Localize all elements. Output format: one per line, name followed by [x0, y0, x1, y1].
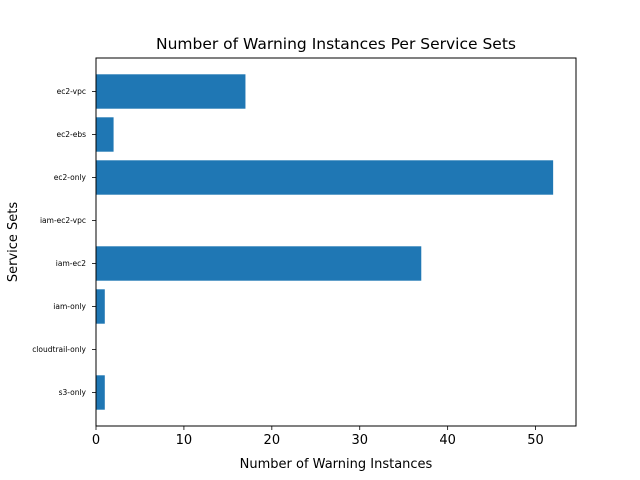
y-tick-label: ec2-only — [54, 173, 87, 182]
y-tick-label: s3-only — [59, 388, 87, 397]
x-tick-label: 0 — [92, 433, 100, 448]
y-tick-label: ec2-ebs — [57, 130, 87, 139]
plot-frame — [95, 57, 577, 427]
bar-ec2-vpc — [96, 74, 246, 109]
y-tick-label: iam-only — [53, 302, 86, 311]
y-tick-label: cloudtrail-only — [32, 345, 86, 354]
bars-group — [96, 74, 554, 410]
bar-ec2-only — [96, 160, 554, 195]
x-tick-label: 50 — [527, 433, 544, 448]
y-tick-label: iam-ec2-vpc — [40, 216, 86, 225]
x-tick-label: 40 — [439, 433, 456, 448]
bar-ec2-ebs — [96, 117, 114, 152]
bar-iam-only — [96, 289, 105, 324]
y-axis-ticks: ec2-vpc ec2-ebs ec2-only iam-ec2-vpc iam-ec2… — [32, 87, 96, 397]
x-axis-ticks: 0 10 20 30 40 50 — [92, 426, 544, 448]
bar-s3-only — [96, 375, 105, 410]
x-axis-label: Number of Warning Instances — [240, 457, 433, 472]
chart-title: Number of Warning Instances Per Service … — [156, 35, 516, 53]
y-axis-label: Service Sets — [6, 202, 21, 283]
x-tick-label: 30 — [351, 433, 368, 448]
y-tick-label: ec2-vpc — [57, 87, 86, 96]
y-tick-label: iam-ec2 — [56, 259, 86, 268]
bar-iam-ec2 — [96, 246, 422, 281]
x-tick-label: 20 — [264, 433, 281, 448]
x-tick-label: 10 — [176, 433, 193, 448]
